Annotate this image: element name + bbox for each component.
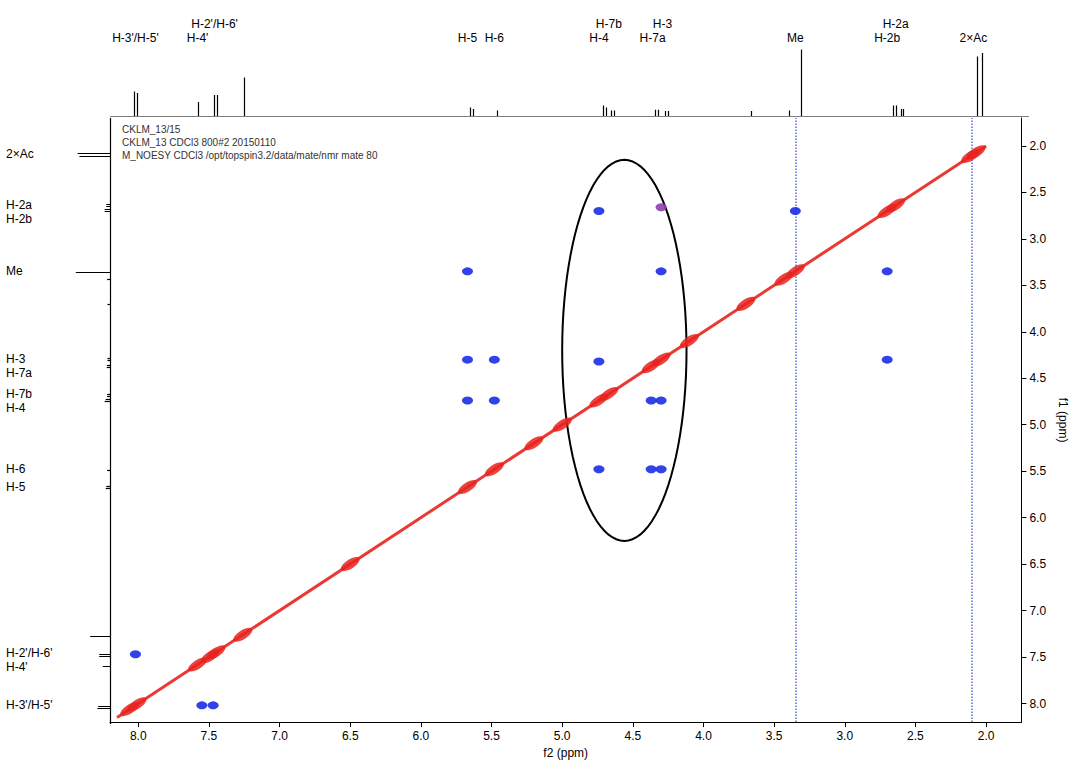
svg-text:6.0: 6.0 — [1029, 511, 1046, 525]
svg-text:H-4': H-4' — [6, 660, 28, 674]
svg-text:CKLM_13/15: CKLM_13/15 — [122, 124, 181, 135]
svg-text:Me: Me — [787, 31, 804, 45]
svg-text:5.5: 5.5 — [483, 729, 500, 743]
svg-text:8.0: 8.0 — [1029, 697, 1046, 711]
svg-text:H-7b: H-7b — [6, 387, 32, 401]
svg-text:8.0: 8.0 — [130, 729, 147, 743]
svg-text:7.0: 7.0 — [271, 729, 288, 743]
svg-text:2.5: 2.5 — [907, 729, 924, 743]
svg-text:2.5: 2.5 — [1029, 185, 1046, 199]
svg-text:H-4: H-4 — [589, 31, 609, 45]
svg-text:5.5: 5.5 — [1029, 464, 1046, 478]
svg-text:6.0: 6.0 — [413, 729, 430, 743]
svg-text:6.5: 6.5 — [1029, 557, 1046, 571]
svg-text:7.0: 7.0 — [1029, 604, 1046, 618]
svg-text:Me: Me — [6, 264, 23, 278]
svg-text:H-3: H-3 — [6, 352, 26, 366]
svg-text:H-3'/H-5': H-3'/H-5' — [112, 31, 159, 45]
svg-text:2×Ac: 2×Ac — [960, 31, 988, 45]
svg-text:3.0: 3.0 — [836, 729, 853, 743]
svg-text:6.5: 6.5 — [342, 729, 359, 743]
svg-text:CKLM_13 CDCl3 800#2 20150110: CKLM_13 CDCl3 800#2 20150110 — [122, 137, 276, 148]
svg-text:f1 (ppm): f1 (ppm) — [1056, 398, 1070, 443]
svg-text:4.5: 4.5 — [624, 729, 641, 743]
svg-text:H-3: H-3 — [653, 17, 673, 31]
svg-text:H-5: H-5 — [6, 480, 26, 494]
svg-text:H-6: H-6 — [485, 31, 505, 45]
svg-text:H-2a: H-2a — [6, 198, 32, 212]
svg-text:2.0: 2.0 — [978, 729, 995, 743]
svg-text:H-2b: H-2b — [6, 212, 32, 226]
svg-text:H-2'/H-6': H-2'/H-6' — [191, 17, 238, 31]
svg-text:H-5: H-5 — [458, 31, 478, 45]
svg-text:f2 (ppm): f2 (ppm) — [543, 746, 588, 760]
svg-text:M_NOESY CDCl3 /opt/topspin3.2/: M_NOESY CDCl3 /opt/topspin3.2/data/mate/… — [122, 150, 378, 161]
svg-text:H-7b: H-7b — [596, 17, 622, 31]
svg-text:2×Ac: 2×Ac — [6, 147, 34, 161]
svg-text:H-4: H-4 — [6, 401, 26, 415]
svg-text:H-3'/H-5': H-3'/H-5' — [6, 698, 53, 712]
svg-text:H-4': H-4' — [187, 31, 209, 45]
svg-text:3.5: 3.5 — [766, 729, 783, 743]
svg-text:5.0: 5.0 — [1029, 418, 1046, 432]
svg-text:H-2a: H-2a — [883, 17, 909, 31]
svg-text:2.0: 2.0 — [1029, 139, 1046, 153]
svg-text:4.0: 4.0 — [1029, 325, 1046, 339]
svg-text:4.5: 4.5 — [1029, 371, 1046, 385]
svg-text:3.0: 3.0 — [1029, 232, 1046, 246]
svg-text:H-7a: H-7a — [6, 366, 32, 380]
svg-text:H-2'/H-6': H-2'/H-6' — [6, 646, 53, 660]
svg-text:4.0: 4.0 — [695, 729, 712, 743]
svg-text:3.5: 3.5 — [1029, 278, 1046, 292]
svg-text:H-6: H-6 — [6, 462, 26, 476]
svg-text:H-7a: H-7a — [640, 31, 666, 45]
svg-text:5.0: 5.0 — [554, 729, 571, 743]
svg-text:7.5: 7.5 — [201, 729, 218, 743]
svg-text:H-2b: H-2b — [874, 31, 900, 45]
svg-text:7.5: 7.5 — [1029, 650, 1046, 664]
